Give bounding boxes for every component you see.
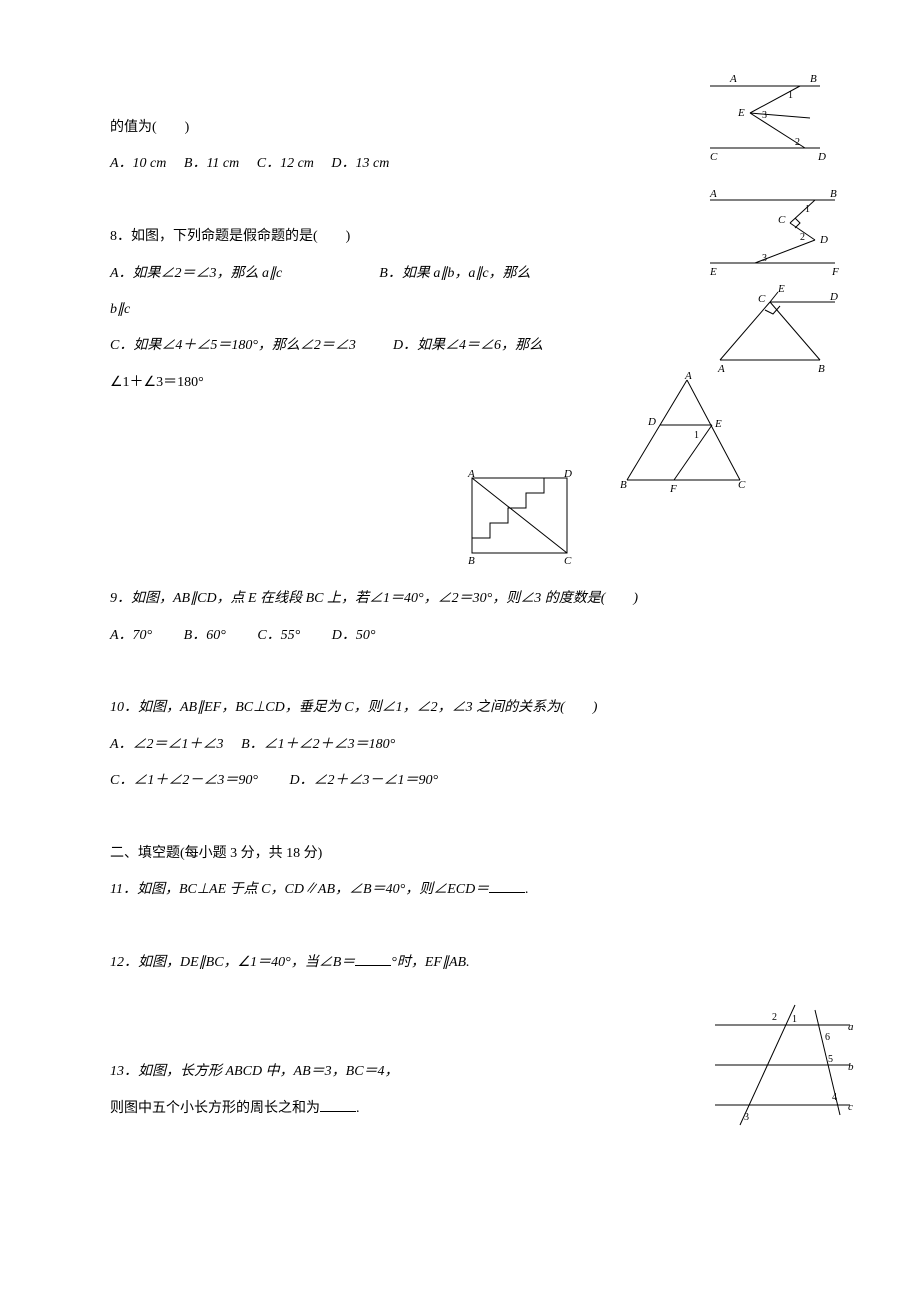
label-A: A bbox=[467, 468, 475, 480]
label-C: C bbox=[738, 479, 746, 491]
figure-q10: A B C D E F 1 2 3 bbox=[700, 185, 850, 280]
label-b: b bbox=[848, 1061, 854, 1073]
q7-optA: A．10 cm bbox=[110, 156, 166, 171]
label-2: 2 bbox=[772, 1012, 777, 1023]
section2-title: 二、填空题(每小题 3 分，共 18 分) bbox=[110, 836, 810, 872]
label-1: 1 bbox=[792, 1014, 797, 1025]
q7-optB: B．11 cm bbox=[184, 156, 239, 171]
label-C: C bbox=[758, 293, 766, 305]
q8-optC: C．如果∠4＋∠5＝180°，那么∠2＝∠3 bbox=[110, 338, 356, 353]
q8-optD-left: D．如果∠4＝∠6，那么 bbox=[393, 338, 543, 353]
page-content: 的值为( ) A．10 cm B．11 cm C．12 cm D．13 cm 8… bbox=[0, 0, 920, 1187]
label-D: D bbox=[647, 416, 656, 428]
q10-stem: 10．如图，AB∥EF，BC⊥CD，垂足为 C，则∠1，∠2，∠3 之间的关系为… bbox=[110, 690, 810, 726]
q8-optA: A．如果∠2＝∠3，那么 a∥c bbox=[110, 266, 282, 281]
label-C: C bbox=[564, 555, 572, 567]
q12-stem: 12．如图，DE∥BC，∠1＝40°，当∠B＝ °时，EF∥AB. bbox=[110, 945, 810, 981]
figure-q8: a b c 1 2 3 4 5 6 bbox=[700, 1000, 860, 1140]
label-D: D bbox=[819, 234, 828, 246]
q7-optC: C．12 cm bbox=[257, 156, 314, 171]
q10-optB: B．∠1＋∠2＋∠3＝180° bbox=[241, 737, 395, 752]
label-a: a bbox=[848, 1021, 854, 1033]
q12-blank bbox=[355, 951, 391, 966]
q7-optD: D．13 cm bbox=[331, 156, 389, 171]
q11-post: . bbox=[525, 882, 529, 897]
label-5: 5 bbox=[828, 1054, 833, 1065]
q13-post: . bbox=[356, 1101, 360, 1116]
q10-optD: D．∠2＋∠3－∠1＝90° bbox=[289, 773, 438, 788]
label-2: 2 bbox=[795, 137, 800, 148]
q8-optB-left: B．如果 a∥b，a∥c，那么 bbox=[379, 266, 530, 281]
q9-stem: 9．如图，AB∥CD，点 E 在线段 BC 上，若∠1＝40°，∠2＝30°，则… bbox=[110, 581, 810, 617]
label-B: B bbox=[620, 479, 627, 491]
label-D: D bbox=[563, 468, 572, 480]
label-2: 2 bbox=[800, 232, 805, 243]
label-A: A bbox=[684, 370, 692, 382]
q10-row1: A．∠2＝∠1＋∠3 B．∠1＋∠2＋∠3＝180° bbox=[110, 727, 810, 763]
label-D: D bbox=[829, 291, 838, 303]
label-D: D bbox=[817, 151, 826, 163]
label-4: 4 bbox=[832, 1092, 837, 1103]
label-E: E bbox=[714, 418, 722, 430]
label-F: F bbox=[669, 483, 677, 495]
label-C: C bbox=[778, 214, 786, 226]
figure-q13: A B C D bbox=[462, 468, 577, 568]
label-3: 3 bbox=[762, 110, 767, 121]
label-B: B bbox=[468, 555, 475, 567]
label-B: B bbox=[810, 73, 817, 85]
figure-q9: A B C D E 1 2 3 bbox=[700, 68, 840, 168]
label-E: E bbox=[777, 283, 785, 295]
q13-blank bbox=[320, 1097, 356, 1112]
q9-optB: B．60° bbox=[184, 628, 226, 643]
q11-pre: 11．如图，BC⊥AE 于点 C，CD∥AB，∠B＝40°，则∠ECD＝ bbox=[110, 882, 489, 897]
spacer bbox=[110, 909, 810, 945]
q11-stem: 11．如图，BC⊥AE 于点 C，CD∥AB，∠B＝40°，则∠ECD＝. bbox=[110, 872, 810, 908]
label-B: B bbox=[818, 363, 825, 372]
figure-q12: A B C D E F 1 bbox=[612, 370, 762, 495]
label-1: 1 bbox=[805, 204, 810, 215]
q10-optA: A．∠2＝∠1＋∠3 bbox=[110, 737, 224, 752]
label-3: 3 bbox=[762, 253, 767, 264]
q10-optC: C．∠1＋∠2－∠3＝90° bbox=[110, 773, 258, 788]
label-A: A bbox=[729, 73, 737, 85]
q9-optA: A．70° bbox=[110, 628, 152, 643]
q9-options: A．70° B．60° C．55° D．50° bbox=[110, 618, 810, 654]
label-B: B bbox=[830, 188, 837, 200]
label-C: C bbox=[710, 151, 718, 163]
q10-row2: C．∠1＋∠2－∠3＝90° D．∠2＋∠3－∠1＝90° bbox=[110, 763, 810, 799]
q11-blank bbox=[489, 878, 525, 893]
label-E: E bbox=[737, 107, 745, 119]
q9-optD: D．50° bbox=[332, 628, 376, 643]
label-3: 3 bbox=[744, 1112, 749, 1123]
spacer bbox=[110, 654, 810, 690]
label-E: E bbox=[709, 266, 717, 278]
label-A: A bbox=[709, 188, 717, 200]
q12-post: °时，EF∥AB. bbox=[391, 955, 469, 970]
spacer bbox=[110, 799, 810, 835]
q12-pre: 12．如图，DE∥BC，∠1＝40°，当∠B＝ bbox=[110, 955, 355, 970]
q9-optC: C．55° bbox=[257, 628, 300, 643]
q13-pre: 则图中五个小长方形的周长之和为 bbox=[110, 1101, 320, 1116]
label-1: 1 bbox=[788, 90, 793, 101]
label-6: 6 bbox=[825, 1032, 830, 1043]
label-c: c bbox=[848, 1101, 853, 1113]
figure-q11: A B C D E bbox=[700, 282, 850, 372]
label-F: F bbox=[831, 266, 839, 278]
label-1: 1 bbox=[694, 430, 699, 441]
